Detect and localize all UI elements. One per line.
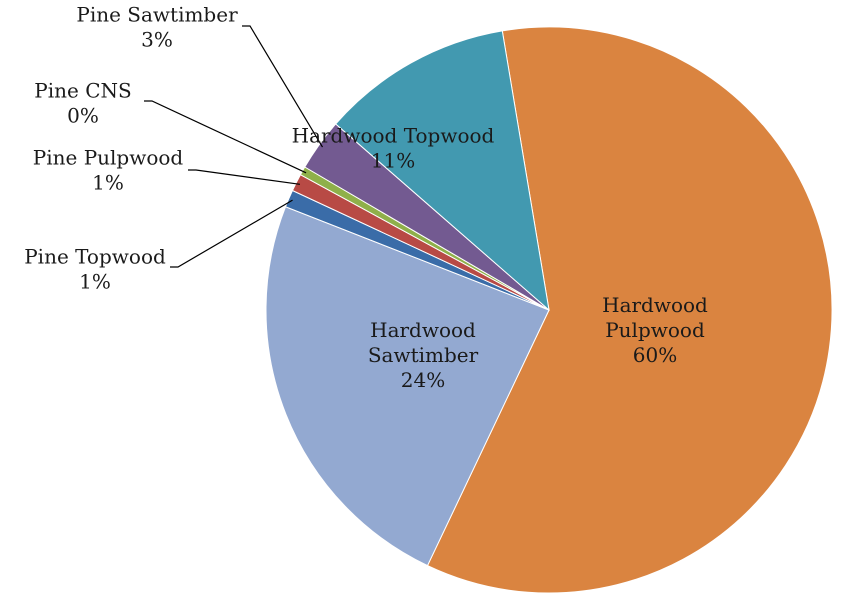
slice-label-group-pine-pulpwood: Pine Pulpwood 1% bbox=[33, 146, 184, 195]
slice-label-hardwood-sawtimber-line1: Hardwood bbox=[370, 318, 476, 342]
leader-line-pine-sawtimber bbox=[242, 25, 324, 148]
leader-line-pine-pulpwood bbox=[188, 169, 300, 185]
slice-label-hardwood-topwood: Hardwood Topwood bbox=[292, 124, 495, 148]
slice-label-group-hardwood-sawtimber: Hardwood Sawtimber 24% bbox=[368, 318, 479, 392]
slice-label-group-hardwood-pulpwood: Hardwood Pulpwood 60% bbox=[602, 293, 708, 367]
pie-slices bbox=[265, 26, 833, 594]
slice-label-group-pine-cns: Pine CNS 0% bbox=[34, 79, 131, 128]
slice-label-group-hardwood-topwood: Hardwood Topwood 11% bbox=[292, 124, 495, 173]
slice-pct-hardwood-sawtimber: 24% bbox=[401, 368, 445, 392]
slice-label-hardwood-pulpwood-line2: Pulpwood bbox=[605, 318, 705, 342]
leader-lines bbox=[144, 25, 324, 268]
slice-hardwood-topwood bbox=[335, 30, 550, 312]
slice-label-group-pine-sawtimber: Pine Sawtimber 3% bbox=[76, 3, 238, 52]
slice-label-pine-sawtimber: Pine Sawtimber bbox=[76, 3, 238, 27]
slice-label-pine-topwood: Pine Topwood bbox=[24, 245, 166, 269]
slice-pct-pine-sawtimber: 3% bbox=[141, 28, 173, 52]
slice-pct-pine-pulpwood: 1% bbox=[92, 171, 124, 195]
leader-line-pine-cns bbox=[144, 100, 307, 174]
slice-hardwood-sawtimber bbox=[265, 206, 550, 567]
slice-pct-pine-cns: 0% bbox=[67, 104, 99, 128]
slice-label-pine-pulpwood: Pine Pulpwood bbox=[33, 146, 184, 170]
slice-label-group-pine-topwood: Pine Topwood 1% bbox=[24, 245, 166, 294]
slice-label-hardwood-pulpwood-line1: Hardwood bbox=[602, 293, 708, 317]
slice-pct-pine-topwood: 1% bbox=[79, 270, 111, 294]
slice-label-hardwood-sawtimber-line2: Sawtimber bbox=[368, 343, 479, 367]
slice-labels: Hardwood Pulpwood 60%Hardwood Sawtimber 24%P… bbox=[24, 3, 708, 393]
slice-hardwood-pulpwood bbox=[426, 26, 833, 594]
slice-label-pine-cns: Pine CNS bbox=[34, 79, 131, 103]
slice-pct-hardwood-topwood: 11% bbox=[371, 149, 415, 173]
slice-pct-hardwood-pulpwood: 60% bbox=[633, 343, 677, 367]
leader-line-pine-topwood bbox=[170, 199, 293, 268]
